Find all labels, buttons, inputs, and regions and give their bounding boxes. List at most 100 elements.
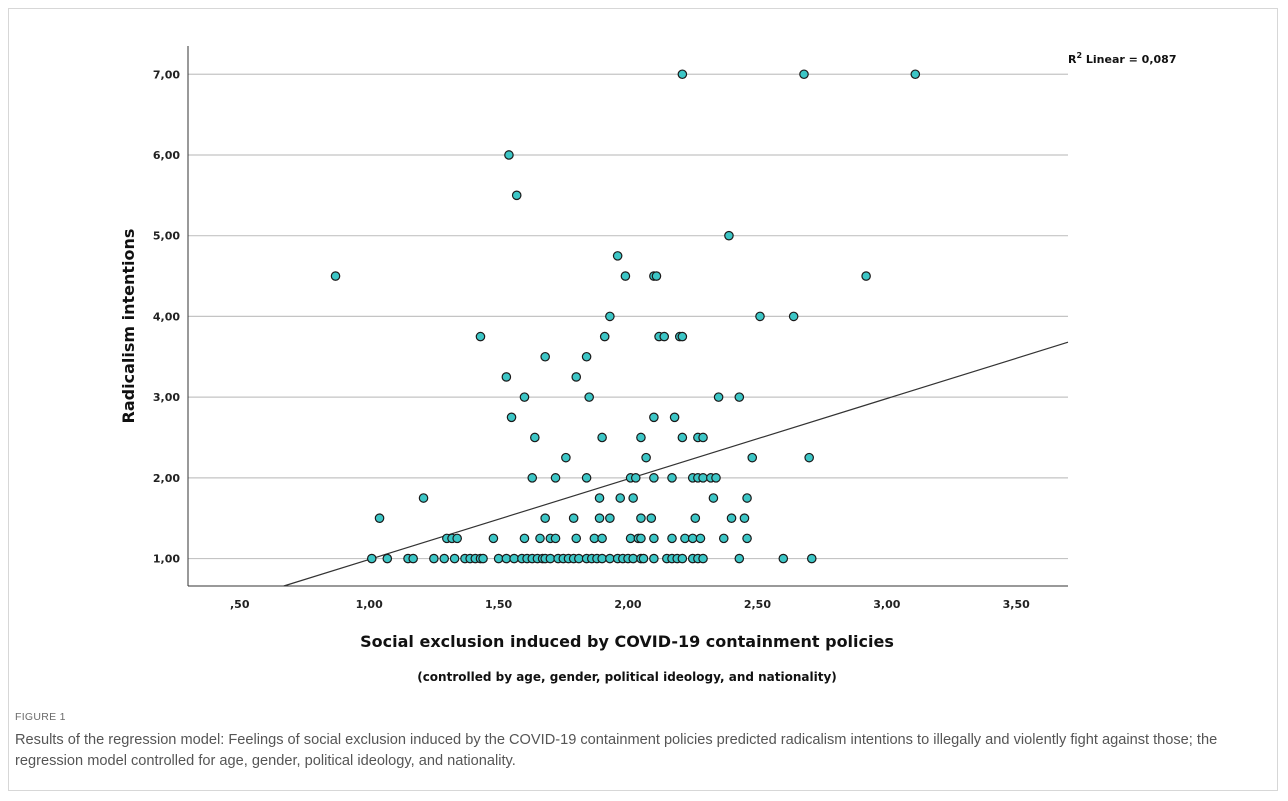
data-point: [504, 150, 514, 160]
data-point: [501, 372, 512, 382]
data-point: [597, 553, 607, 564]
data-point: [605, 513, 615, 523]
data-point: [493, 553, 504, 564]
data-point: [742, 493, 752, 503]
data-point: [861, 271, 871, 281]
x-tick-label: ,50: [230, 598, 250, 611]
data-point: [630, 473, 641, 483]
data-point: [669, 412, 680, 423]
data-point: [452, 533, 462, 544]
data-point: [726, 513, 737, 523]
data-points: [330, 69, 921, 564]
data-point: [571, 372, 582, 382]
x-axis-label: Social exclusion induced by COVID-19 con…: [360, 632, 894, 651]
data-point: [677, 432, 688, 443]
data-point: [597, 432, 607, 443]
figure-caption: Results of the regression model: Feeling…: [15, 732, 1218, 769]
y-tick-label: 7,00: [153, 68, 180, 81]
data-point: [625, 533, 636, 544]
figure-label: FIGURE 1: [15, 711, 66, 723]
data-point: [799, 69, 809, 80]
regression-line: [283, 341, 1069, 587]
x-tick-label: 1,50: [485, 598, 512, 611]
data-point: [755, 311, 765, 322]
data-point: [734, 392, 745, 402]
data-point: [677, 331, 688, 342]
data-point: [599, 331, 610, 342]
data-point: [382, 553, 393, 564]
y-tick-label: 1,00: [153, 553, 180, 566]
data-point: [739, 513, 750, 523]
data-point: [550, 473, 561, 483]
x-tick-labels: ,50 1,00 1,50 2,00 2,50 3,00 3,50: [230, 598, 1030, 611]
data-point: [742, 533, 752, 544]
data-point: [713, 392, 724, 402]
data-point: [628, 553, 638, 564]
data-point: [418, 493, 429, 503]
y-tick-label: 2,00: [153, 472, 180, 485]
data-point: [530, 432, 540, 443]
data-point: [535, 533, 545, 544]
data-point: [698, 553, 708, 564]
data-point: [778, 553, 789, 564]
data-point: [680, 533, 690, 544]
data-point: [667, 533, 677, 544]
data-point: [506, 412, 517, 423]
data-point: [649, 412, 659, 423]
data-point: [649, 473, 659, 483]
data-point: [649, 533, 659, 544]
data-point: [677, 69, 688, 80]
data-point: [589, 533, 600, 544]
data-point: [597, 533, 607, 544]
scatter-chart: ,50 1,00 1,50 2,00 2,50 3,00 3,50 1,00 2,00 3,00…: [119, 46, 1176, 684]
data-point: [747, 452, 758, 463]
figure-frame: [8, 8, 1278, 791]
data-point: [734, 553, 745, 564]
data-point: [540, 351, 550, 362]
data-point: [659, 331, 670, 342]
data-point: [636, 432, 646, 443]
x-axis-sublabel: (controlled by age, gender, political id…: [417, 670, 837, 684]
data-point: [550, 533, 561, 544]
data-point: [581, 351, 592, 362]
x-tick-label: 3,00: [873, 598, 900, 611]
data-point: [788, 311, 799, 322]
data-point: [519, 533, 530, 544]
data-point: [636, 533, 646, 544]
data-point: [511, 190, 522, 201]
data-point: [641, 452, 651, 463]
data-point: [698, 432, 708, 443]
data-point: [501, 553, 512, 564]
y-tick-label: 4,00: [153, 310, 180, 323]
r2-annotation: R2 Linear = 0,087: [1068, 51, 1176, 66]
x-tick-label: 3,50: [1003, 598, 1030, 611]
data-point: [677, 553, 688, 564]
data-point: [605, 311, 615, 322]
data-point: [574, 553, 584, 564]
data-point: [806, 553, 817, 564]
data-point: [615, 493, 626, 503]
data-point: [519, 392, 530, 402]
data-point: [330, 271, 341, 281]
data-point: [449, 553, 460, 564]
x-tick-label: 2,00: [614, 598, 641, 611]
data-point: [545, 553, 556, 564]
data-point: [620, 271, 631, 281]
data-point: [584, 392, 594, 402]
x-tick-label: 2,50: [744, 598, 771, 611]
y-tick-label: 5,00: [153, 230, 180, 243]
x-tick-label: 1,00: [356, 598, 383, 611]
data-point: [366, 553, 377, 564]
data-point: [488, 533, 499, 544]
data-point: [708, 493, 719, 503]
data-point: [804, 452, 814, 463]
axes: [187, 46, 1068, 587]
data-point: [667, 473, 677, 483]
data-point: [690, 513, 701, 523]
data-point: [439, 553, 450, 564]
data-point: [612, 251, 623, 261]
data-point: [568, 513, 579, 523]
data-point: [594, 513, 605, 523]
y-tick-label: 3,00: [153, 391, 180, 404]
data-point: [718, 533, 729, 544]
